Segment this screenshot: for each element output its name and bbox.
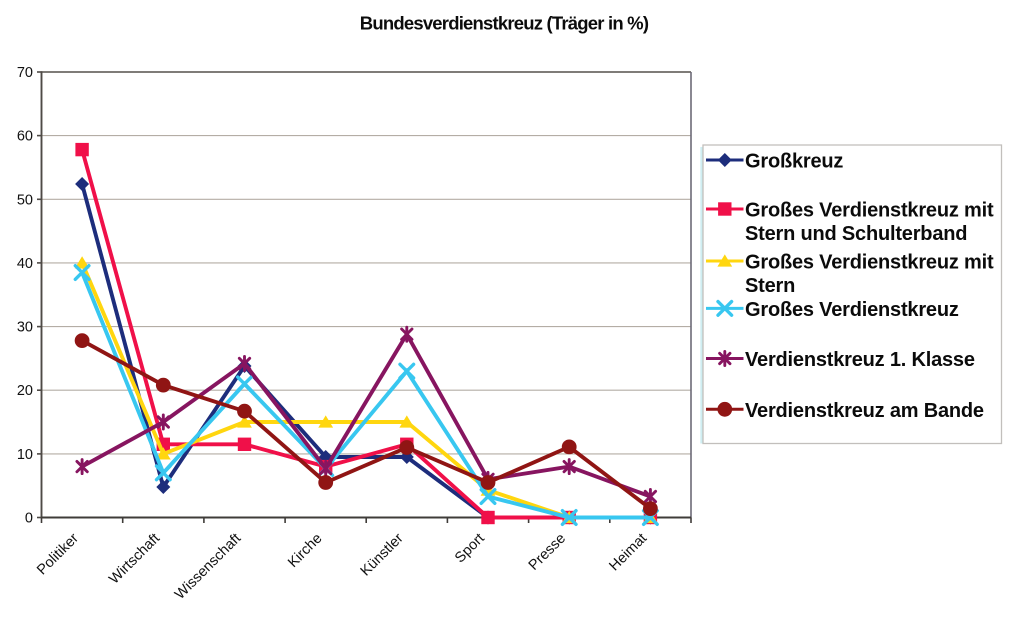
svg-text:Großes Verdienstkreuz mit: Großes Verdienstkreuz mit <box>745 200 994 222</box>
svg-text:Verdienstkreuz 1. Klasse: Verdienstkreuz 1. Klasse <box>745 349 975 371</box>
svg-text:0: 0 <box>25 511 33 527</box>
svg-text:Großes Verdienstkreuz mit: Großes Verdienstkreuz mit <box>745 252 994 274</box>
svg-text:Großes Verdienstkreuz: Großes Verdienstkreuz <box>745 299 959 321</box>
svg-text:70: 70 <box>17 65 33 81</box>
svg-text:Verdienstkreuz am Bande: Verdienstkreuz am Bande <box>745 400 984 422</box>
svg-text:40: 40 <box>17 256 33 272</box>
svg-text:20: 20 <box>17 383 33 399</box>
svg-text:10: 10 <box>17 447 33 463</box>
svg-text:Bundesverdienstkreuz (Träger i: Bundesverdienstkreuz (Träger in %) <box>360 13 649 34</box>
svg-text:60: 60 <box>17 129 33 145</box>
svg-text:Stern und Schulterband: Stern und Schulterband <box>745 223 967 245</box>
svg-text:Großkreuz: Großkreuz <box>745 151 843 173</box>
svg-text:50: 50 <box>17 192 33 208</box>
svg-text:Stern: Stern <box>745 275 795 297</box>
svg-text:30: 30 <box>17 320 33 336</box>
